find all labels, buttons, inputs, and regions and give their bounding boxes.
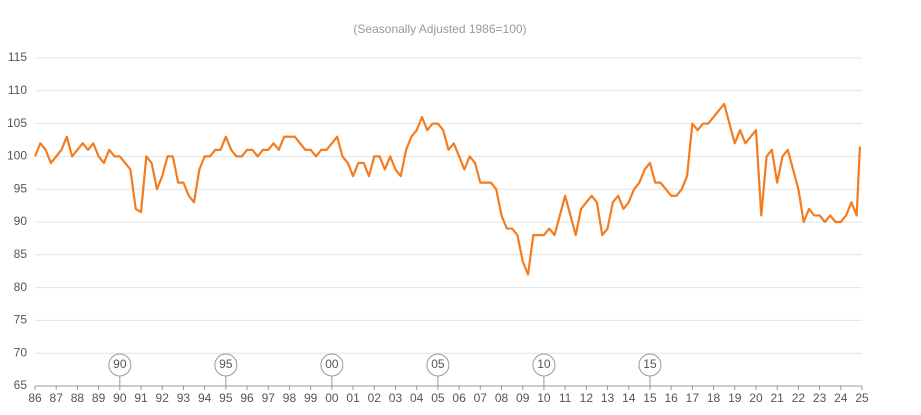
x-tick-label: 99 [304,391,318,405]
x-tick-label: 94 [198,391,212,405]
marker-circle [532,353,556,377]
x-tick-label: 95 [219,391,233,405]
marker-circle [426,353,450,377]
y-tick-label: 95 [14,181,28,195]
marker-label: 95 [219,357,233,371]
x-tick-label: 97 [262,391,276,405]
x-tick-label: 90 [113,391,127,405]
marker-circle [108,353,132,377]
marker-label: 15 [643,357,657,371]
y-tick-label: 110 [8,83,27,97]
x-tick-label: 06 [452,391,466,405]
x-tick-label: 20 [749,391,763,405]
x-tick-label: 08 [495,391,509,405]
x-tick-label: 11 [559,391,572,405]
x-tick-label: 89 [92,391,106,405]
marker-label: 00 [325,357,339,371]
chart-title: (Seasonally Adjusted 1986=100) [353,22,526,36]
y-tick-label: 75 [14,313,28,327]
marker-circle [214,353,238,377]
x-tick-label: 18 [707,391,721,405]
x-tick-label: 00 [325,391,339,405]
x-tick-label: 92 [156,391,170,405]
x-tick-label: 25 [855,391,869,405]
x-tick-label: 15 [643,391,657,405]
y-tick-label: 70 [14,345,28,359]
x-tick-label: 21 [770,391,784,405]
x-tick-label: 98 [283,391,297,405]
x-tick-label: 07 [474,391,488,405]
x-tick-label: 01 [346,391,360,405]
x-tick-label: 10 [537,391,551,405]
x-tick-label: 23 [813,391,827,405]
x-tick-label: 04 [410,391,424,405]
x-tick-label: 14 [622,391,636,405]
x-tick-label: 88 [71,391,85,405]
x-tick-label: 86 [28,391,42,405]
x-tick-label: 19 [728,391,742,405]
x-tick-label: 87 [50,391,64,405]
marker-circle [320,353,344,377]
x-tick-label: 91 [134,391,148,405]
marker-label: 05 [431,357,445,371]
x-tick-label: 93 [177,391,191,405]
x-tick-label: 12 [580,391,594,405]
marker-label: 10 [537,357,551,371]
x-tick-label: 17 [686,391,700,405]
x-tick-label: 24 [834,391,848,405]
marker-circle [638,353,662,377]
y-tick-label: 115 [8,50,27,64]
x-tick-label: 09 [516,391,530,405]
x-tick-label: 03 [389,391,403,405]
x-tick-label: 13 [601,391,615,405]
x-tick-label: 05 [431,391,445,405]
x-tick-label: 16 [664,391,678,405]
y-tick-label: 65 [14,378,28,392]
series-line [33,102,861,276]
y-tick-label: 80 [14,280,28,294]
y-tick-label: 100 [7,149,27,163]
x-tick-label: 22 [792,391,806,405]
y-tick-label: 105 [7,116,27,130]
marker-label: 90 [113,357,127,371]
y-tick-label: 90 [14,214,28,228]
x-tick-label: 96 [240,391,254,405]
x-tick-label: 02 [368,391,382,405]
y-tick-label: 85 [14,247,28,261]
